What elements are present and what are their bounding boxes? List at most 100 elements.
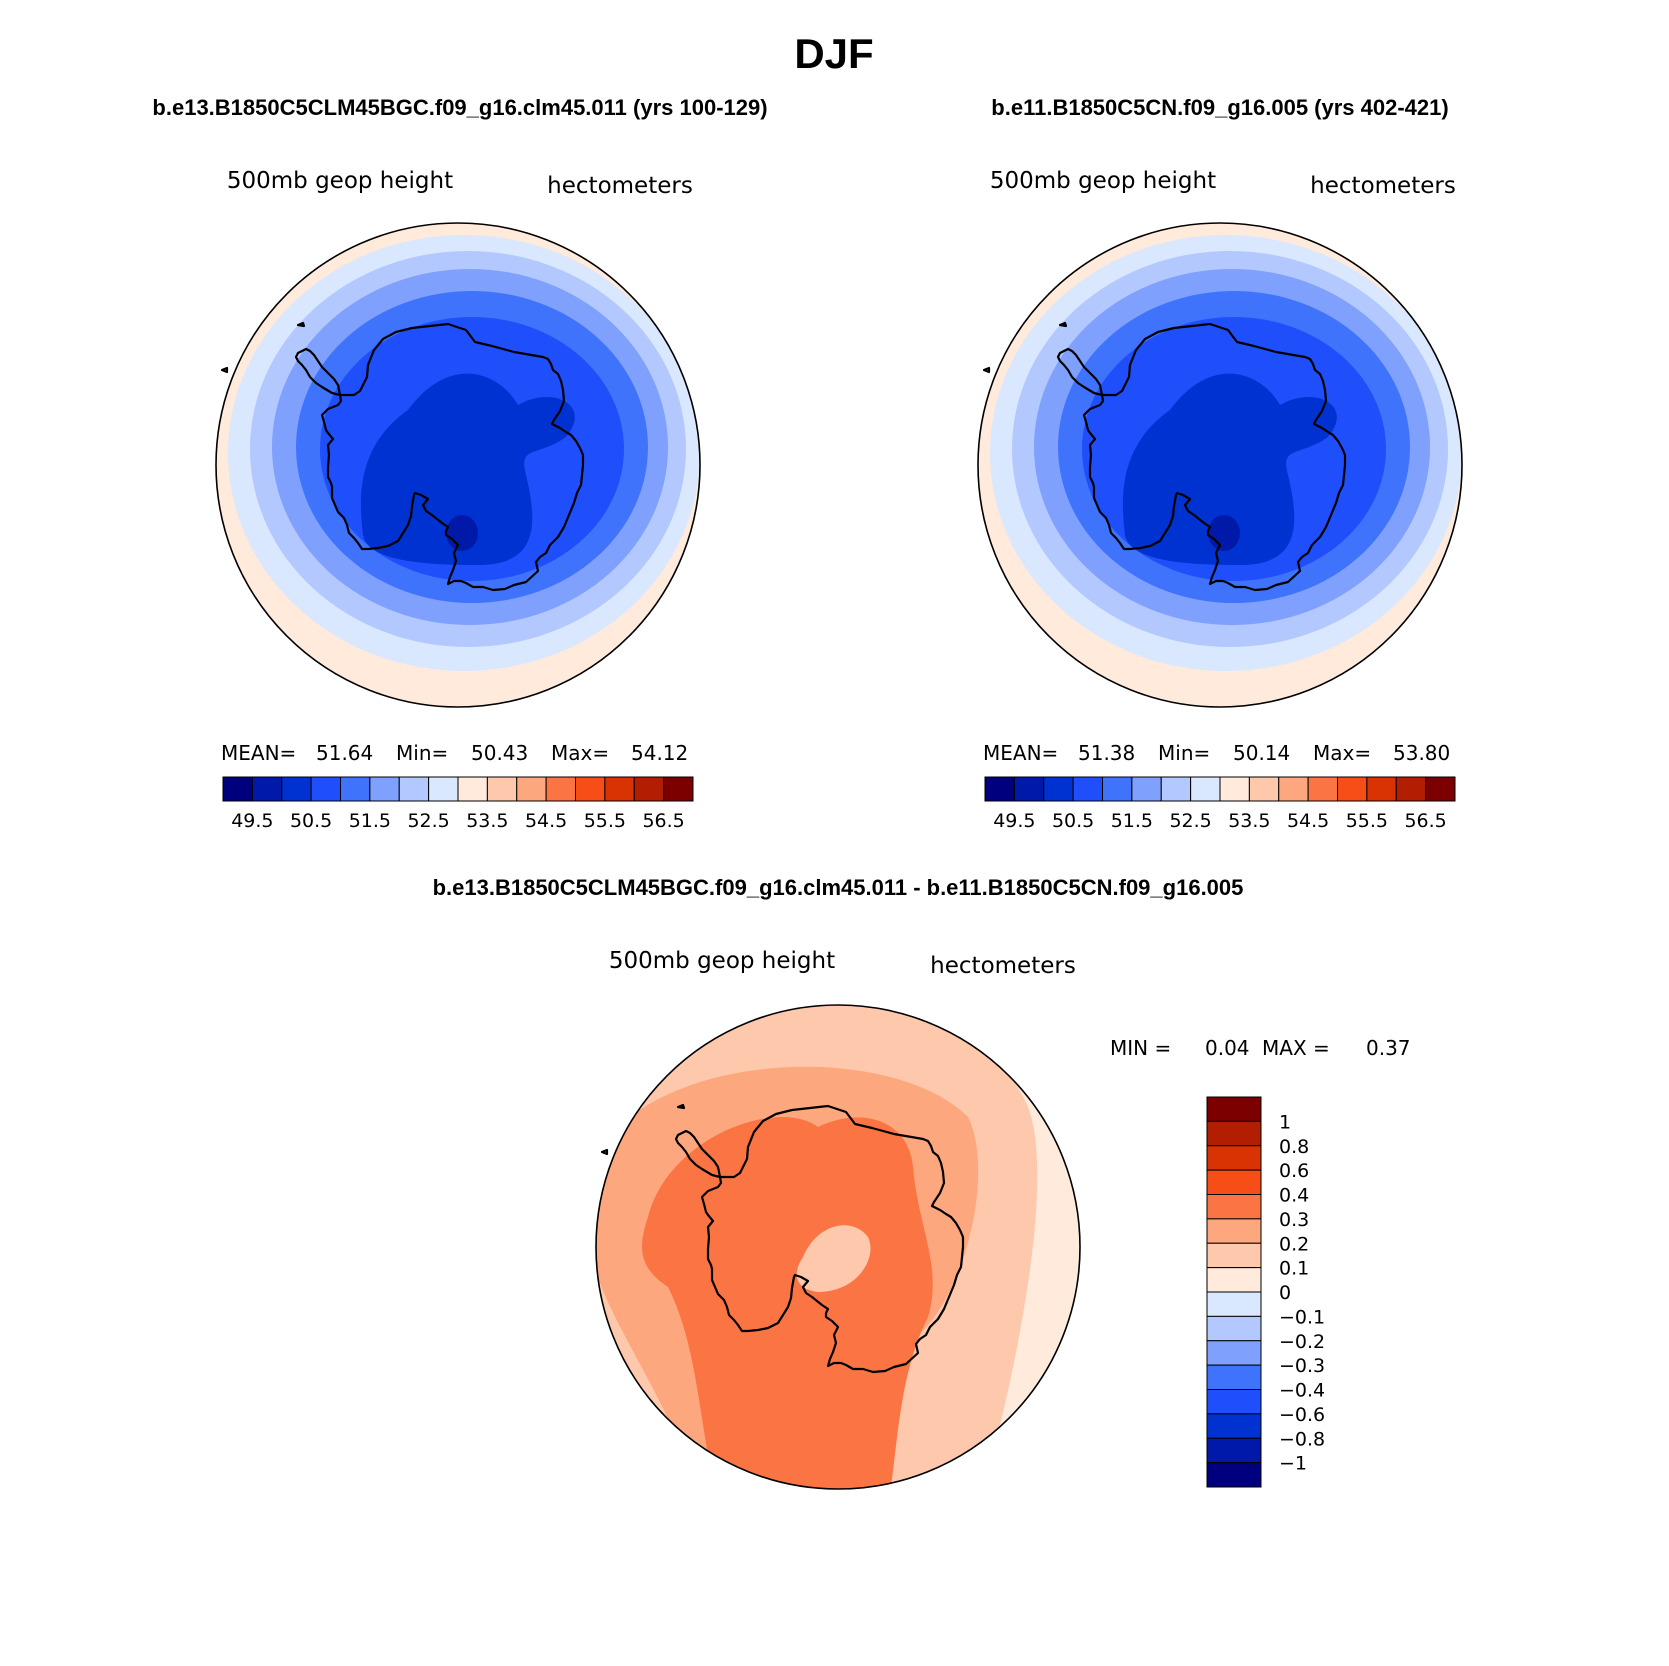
colorbar-swatch — [575, 776, 606, 802]
colorbar-swatch — [545, 776, 576, 802]
units-label: hectometers — [1310, 173, 1456, 199]
coastline — [1058, 321, 1068, 328]
contour-band — [360, 373, 575, 565]
colorbar-label: 53.5 — [466, 810, 508, 832]
colorbar-swatch — [1206, 1340, 1262, 1366]
stat-text: MEAN= — [983, 741, 1058, 765]
colorbar-label: 0 — [1279, 1282, 1291, 1304]
colorbar-label: 49.5 — [231, 810, 273, 832]
colorbar-label: 54.5 — [525, 810, 567, 832]
colorbar-swatch — [1307, 776, 1338, 802]
stat-text: 53.80 — [1393, 741, 1450, 765]
colorbar-swatch — [1206, 1364, 1262, 1390]
colorbar-swatch — [1131, 776, 1162, 802]
colorbar-label: 55.5 — [584, 810, 626, 832]
colorbar-swatch — [1206, 1437, 1262, 1464]
colorbar-label: 50.5 — [1052, 810, 1094, 832]
colorbar-label: 0.8 — [1279, 1136, 1309, 1158]
panel-title: b.e11.B1850C5CN.f09_g16.005 (yrs 402-421… — [991, 95, 1448, 120]
stat-text: MIN = — [1110, 1036, 1171, 1060]
stat-text: 51.64 — [316, 741, 373, 765]
colorbar-swatch — [1206, 1315, 1262, 1342]
colorbar-swatch — [1206, 1218, 1262, 1244]
map-boundary — [215, 222, 701, 708]
units-label: hectometers — [547, 173, 693, 199]
colorbar-label: −0.1 — [1279, 1306, 1325, 1328]
colorbar-swatch — [340, 776, 371, 802]
colorbar-swatch — [1206, 1389, 1262, 1415]
colorbar-swatch — [1206, 1145, 1262, 1171]
colorbar-swatch — [984, 776, 1015, 802]
colorbar-swatch — [1206, 1413, 1262, 1439]
colorbar-swatch — [1206, 1267, 1262, 1293]
colorbar-swatch — [1190, 776, 1221, 802]
colorbar-swatch — [1206, 1462, 1262, 1488]
colorbar-label: 0.4 — [1279, 1185, 1309, 1207]
coastline — [296, 321, 306, 328]
colorbar-label: 0.3 — [1279, 1209, 1309, 1231]
variable-label: 500mb geop height — [990, 168, 1216, 194]
figure-title: DJF — [794, 30, 873, 77]
colorbar-swatch — [486, 776, 518, 802]
colorbar-label: −0.3 — [1279, 1355, 1325, 1377]
difference-colorbar: 1 0.80.6 0.40.30.2 0.10−0.1 −0.2−0.3 −0.4−0.6… — [1206, 1096, 1325, 1488]
contour-band — [446, 515, 478, 551]
variable-label: 500mb geop height — [609, 948, 835, 974]
contour-band — [1208, 515, 1240, 551]
units-label: hectometers — [930, 953, 1076, 979]
colorbar-swatch — [1425, 776, 1456, 802]
colorbar-label: 51.5 — [349, 810, 391, 832]
colorbar-label: −1 — [1279, 1453, 1307, 1475]
colorbar-swatch — [1013, 776, 1045, 802]
stat-text: Max= — [1313, 741, 1371, 765]
colorbar-swatch — [1206, 1169, 1262, 1195]
colorbar-label: 53.5 — [1228, 810, 1270, 832]
colorbar-swatch — [1395, 776, 1427, 802]
colorbar-label: 0.1 — [1279, 1258, 1309, 1280]
stat-text: MAX = — [1262, 1036, 1330, 1060]
colorbar: 49.5 50.5 51.5 52.5 53.5 54.5 55.5 56.5 — [984, 776, 1456, 832]
stat-text: 50.43 — [471, 741, 528, 765]
panel-title: b.e13.B1850C5CLM45BGC.f09_g16.clm45.011 … — [152, 95, 767, 120]
colorbar: 49.5 50.5 51.5 52.5 53.5 54.5 55.5 56.5 — [222, 776, 694, 832]
colorbar-swatch — [1206, 1120, 1262, 1147]
colorbar-swatch — [516, 776, 547, 802]
contour-band — [642, 1117, 933, 1489]
colorbar-label: 54.5 — [1287, 810, 1329, 832]
variable-label: 500mb geop height — [227, 168, 453, 194]
colorbar-label: 0.6 — [1279, 1160, 1309, 1182]
colorbar-swatch — [398, 776, 430, 802]
coastline — [600, 1148, 609, 1156]
stat-text: 50.14 — [1233, 741, 1290, 765]
colorbar-swatch — [1160, 776, 1192, 802]
map-panel — [977, 222, 1463, 708]
colorbar-label: 55.5 — [1346, 810, 1388, 832]
colorbar-swatch — [1206, 1291, 1262, 1317]
colorbar-swatch — [1219, 776, 1250, 802]
colorbar-swatch — [1072, 776, 1103, 802]
difference-map — [595, 1004, 1081, 1490]
coastline — [220, 366, 229, 374]
difference-title: b.e13.B1850C5CLM45BGC.f09_g16.clm45.011 … — [433, 875, 1244, 900]
coastline — [982, 366, 991, 374]
colorbar-label: −0.6 — [1279, 1404, 1325, 1426]
colorbar-label: 0.2 — [1279, 1233, 1309, 1255]
stat-text: 0.04 — [1205, 1036, 1250, 1060]
stat-text: Min= — [396, 741, 448, 765]
colorbar-label: 52.5 — [1169, 810, 1211, 832]
coastline — [676, 1103, 686, 1110]
colorbar-swatch — [310, 776, 341, 802]
colorbar-label: 51.5 — [1111, 810, 1153, 832]
stat-text: Min= — [1158, 741, 1210, 765]
colorbar-swatch — [1248, 776, 1280, 802]
map-panel — [215, 222, 701, 708]
stat-text: 54.12 — [631, 741, 688, 765]
stat-text: Max= — [551, 741, 609, 765]
colorbar-swatch — [1337, 776, 1368, 802]
colorbar-swatch — [251, 776, 283, 802]
colorbar-swatch — [457, 776, 488, 802]
colorbar-swatch — [663, 776, 694, 802]
stat-text: MEAN= — [221, 741, 296, 765]
colorbar-label: 56.5 — [642, 810, 684, 832]
colorbar-swatch — [1366, 776, 1397, 802]
